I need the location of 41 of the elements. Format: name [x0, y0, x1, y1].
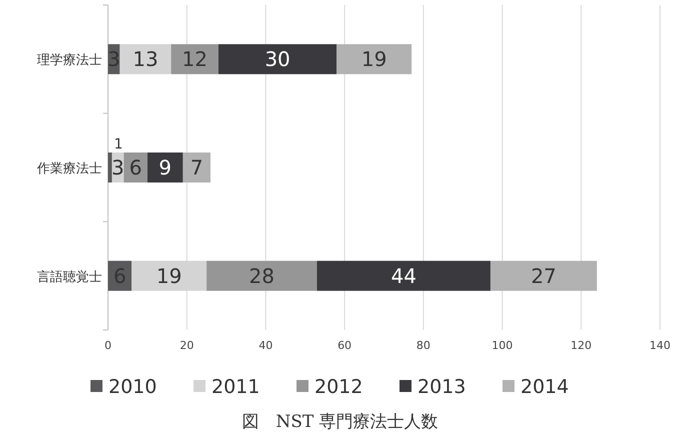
y-tick-label: 言語聴覚士 — [37, 268, 102, 285]
legend-label: 2013 — [418, 376, 466, 398]
x-tick-label: 120 — [570, 339, 592, 352]
x-tick-label: 40 — [258, 339, 273, 352]
data-label: 1 — [114, 136, 123, 152]
legend-label: 2012 — [314, 376, 363, 398]
data-label: 12 — [182, 47, 208, 72]
legend-label: 2010 — [108, 376, 157, 398]
data-label: 7 — [190, 156, 204, 180]
bar — [182, 152, 211, 182]
data-label: 44 — [390, 264, 416, 288]
x-tick-label: 20 — [180, 339, 194, 352]
data-label: 19 — [361, 47, 387, 72]
data-label: 30 — [264, 47, 290, 72]
x-tick-label: 60 — [338, 339, 352, 352]
bar — [336, 44, 412, 74]
data-label: 27 — [530, 264, 556, 288]
y-tick-label: 作業療法士 — [36, 162, 102, 176]
bar — [147, 152, 183, 182]
x-tick-label: 100 — [492, 339, 513, 352]
x-tick-label: 140 — [650, 339, 670, 352]
x-tick-label: 80 — [416, 339, 430, 352]
bar — [120, 44, 172, 74]
bar — [132, 260, 207, 291]
data-label: 9 — [158, 156, 172, 180]
bar — [206, 260, 317, 291]
text: 図 NST 専門療法士人数 — [242, 412, 438, 432]
data-label: 6 — [129, 156, 142, 180]
y-tick-label: 理学療法士 — [37, 53, 102, 68]
bar — [171, 44, 218, 74]
data-label: 28 — [249, 264, 274, 288]
bar — [490, 260, 597, 291]
legend-label: 2014 — [520, 376, 569, 398]
bar — [108, 152, 112, 182]
x-tick-label: 0 — [104, 339, 112, 352]
data-label: 13 — [132, 47, 158, 72]
data-label: 19 — [156, 264, 182, 288]
bar — [218, 44, 337, 74]
bar — [316, 260, 490, 291]
legend-label: 2011 — [212, 376, 260, 398]
data-label: 3 — [111, 156, 124, 180]
